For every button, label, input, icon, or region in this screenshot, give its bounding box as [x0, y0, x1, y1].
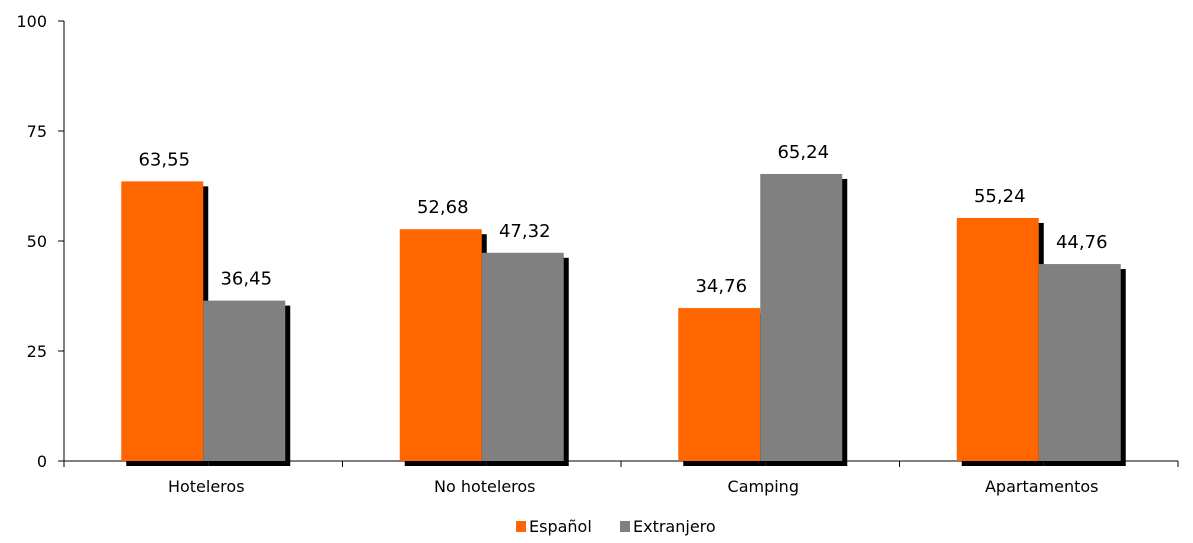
data-label: 44,76	[1056, 232, 1108, 253]
x-tick-label: Camping	[728, 477, 799, 496]
bars	[121, 173, 1126, 466]
legend-swatch-extranjero	[620, 521, 630, 532]
data-label: 36,45	[220, 269, 272, 290]
bar-extranjero-3	[1038, 264, 1121, 461]
value-labels: 63,55 36,45 52,68 47,32 34,76 65,24 55,24 44,76	[138, 142, 1107, 297]
bar-extranjero-0	[203, 300, 286, 461]
bar-extranjero-1	[481, 252, 564, 461]
legend-label: Extranjero	[633, 517, 716, 536]
legend: Español Extranjero	[516, 517, 716, 536]
y-tick-label: 25	[27, 342, 47, 361]
y-tick-label: 75	[27, 122, 47, 141]
legend-label: Español	[529, 517, 592, 536]
x-tick-label: Apartamentos	[985, 477, 1099, 496]
data-label: 47,32	[499, 221, 551, 242]
bar-espanol-1	[399, 229, 482, 461]
y-tick-label: 100	[16, 12, 47, 31]
data-label: 63,55	[138, 149, 190, 170]
x-tick-label: No hoteleros	[434, 477, 536, 496]
legend-swatch-espanol	[516, 521, 526, 532]
bar-espanol-3	[956, 217, 1039, 461]
data-label: 34,76	[695, 276, 747, 297]
data-label: 52,68	[417, 197, 469, 218]
bar-extranjero-2	[760, 173, 843, 461]
y-tick-label: 0	[37, 452, 47, 471]
bar-espanol-2	[678, 308, 761, 461]
x-tick-label: Hoteleros	[168, 477, 245, 496]
y-tick-label: 50	[27, 232, 47, 251]
axes: 0 25 50 75 100 Hoteleros No hoteleros Camping Ap…	[16, 12, 1179, 496]
data-label: 65,24	[777, 142, 829, 163]
data-label: 55,24	[974, 186, 1026, 207]
bar-espanol-0	[121, 181, 204, 461]
